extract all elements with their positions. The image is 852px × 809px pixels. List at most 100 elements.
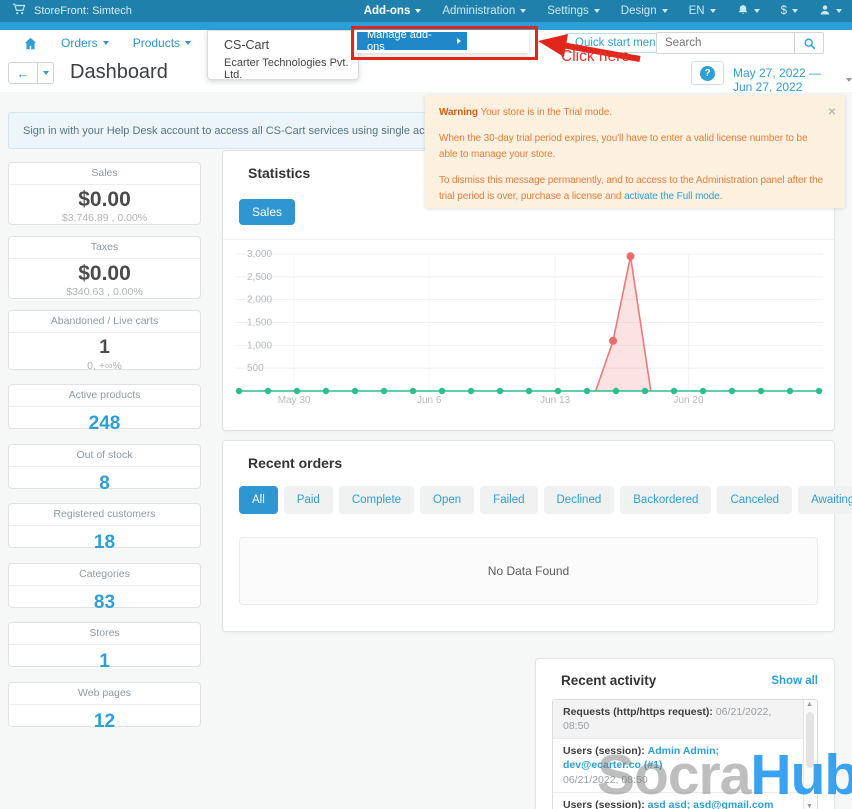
trial-warning-panel: × Warning Your store is in the Trial mod… — [425, 95, 845, 208]
menu-settings[interactable]: Settings — [547, 5, 600, 17]
tab-canceled[interactable]: Canceled — [717, 486, 793, 514]
tab-failed[interactable]: Failed — [480, 486, 538, 514]
nav-item-products[interactable]: Products — [133, 36, 192, 50]
svg-text:Jun 20: Jun 20 — [673, 395, 703, 406]
caret-down-icon — [836, 9, 842, 13]
stat-value: 18 — [93, 532, 116, 553]
sales-filter-button[interactable]: Sales — [239, 199, 296, 225]
addons-submenu-panel: Manage add-ons — [355, 29, 529, 53]
dropdown-item-cs-cart[interactable]: CS-Cart — [224, 38, 270, 52]
currency-dollar-icon: $ — [780, 5, 787, 17]
tab-open[interactable]: Open — [420, 486, 475, 514]
activity-list: Requests (http/https request): 06/21/202… — [552, 699, 818, 809]
back-button[interactable]: ← — [8, 62, 38, 84]
help-button[interactable]: ? — [691, 61, 724, 85]
caret-down-icon — [102, 41, 109, 45]
svg-text:1,000: 1,000 — [247, 340, 272, 351]
recent-orders-panel: Recent orders All Paid Complete Open Fai… — [222, 440, 852, 632]
stat-value: $0.00 — [78, 188, 131, 211]
storefront-switcher[interactable]: StoreFront: Simtech — [12, 0, 132, 22]
stat-value: 83 — [93, 592, 116, 613]
tab-backordered[interactable]: Backordered — [620, 486, 712, 514]
menu-language[interactable]: EN — [689, 5, 716, 17]
user-link[interactable]: asd asd; asd@gmail.com (#16) — [647, 799, 774, 809]
dropdown-item-ecarter[interactable]: Ecarter Technologies Pvt. Ltd. — [224, 57, 349, 81]
tab-paid[interactable]: Paid — [283, 486, 333, 514]
notifications-menu[interactable] — [737, 4, 760, 19]
stat-card-registered-customers[interactable]: Registered customers 18 — [8, 503, 201, 553]
menu-design[interactable]: Design — [621, 5, 668, 17]
cart-icon — [12, 2, 26, 21]
top-menu: Add-ons Administration Settings Design E… — [364, 0, 842, 22]
warning-para1: When the 30-day trial period expires, yo… — [439, 132, 808, 161]
back-history-button[interactable] — [38, 62, 54, 84]
scroll-down-icon[interactable]: ▼ — [806, 803, 813, 809]
stat-label: Categories — [9, 564, 200, 586]
activate-full-mode-link[interactable]: activate the Full mode — [624, 191, 720, 202]
stat-value: 12 — [93, 711, 116, 732]
search-button[interactable] — [794, 32, 824, 54]
show-all-link[interactable]: Show all — [771, 675, 818, 687]
caret-down-icon — [709, 9, 716, 13]
user-link[interactable]: Admin Admin; dev@ecarter.co (#1) — [563, 745, 719, 771]
svg-text:Jun 13: Jun 13 — [540, 395, 570, 406]
account-menu[interactable] — [819, 4, 842, 19]
annotation-arrow-icon — [538, 34, 641, 62]
currency-menu[interactable]: $ — [781, 5, 798, 17]
caret-down-icon — [42, 71, 49, 75]
stat-card-stores[interactable]: Stores 1 — [8, 622, 201, 672]
stat-card-categories[interactable]: Categories 83 — [8, 563, 201, 613]
stat-sub: $340.63 , 0.00% — [66, 286, 143, 298]
stat-card-active-products[interactable]: Active products 248 — [8, 384, 201, 434]
stat-card-taxes[interactable]: Taxes $0.00 $340.63 , 0.00% — [8, 236, 201, 299]
svg-text:Jun 6: Jun 6 — [417, 395, 442, 406]
tab-complete[interactable]: Complete — [338, 486, 415, 514]
recent-orders-title: Recent orders — [248, 455, 343, 471]
search-input[interactable] — [656, 32, 794, 54]
menu-addons[interactable]: Add-ons — [364, 5, 422, 17]
recent-activity-panel: Recent activity Show all Requests (http/… — [535, 658, 835, 809]
list-item: Users (session): asd asd; asd@gmail.com … — [553, 793, 817, 809]
dropdown-menu: CS-Cart Ecarter Technologies Pvt. Ltd. — [207, 30, 359, 81]
back-icon: ← — [16, 65, 30, 81]
caret-down-icon — [593, 9, 600, 13]
stat-label: Out of stock — [9, 445, 200, 467]
tab-all[interactable]: All — [239, 486, 278, 514]
svg-text:500: 500 — [247, 363, 264, 374]
scrollbar[interactable]: ▲ ▼ — [803, 700, 817, 809]
annotation-red-box — [351, 26, 538, 60]
stat-card-abandoned-carts[interactable]: Abandoned / Live carts 1 0, +∞% — [8, 310, 201, 372]
stat-sub: $3,746.89 , 0.00% — [61, 212, 148, 224]
scroll-up-icon[interactable]: ▲ — [806, 701, 813, 708]
nav-item-orders[interactable]: Orders — [61, 36, 109, 50]
caret-down-icon — [792, 9, 798, 13]
caret-down-icon — [753, 9, 760, 13]
home-button[interactable] — [24, 37, 37, 50]
stat-value: 248 — [88, 413, 121, 434]
stat-value: $0.00 — [78, 262, 131, 285]
menu-administration[interactable]: Administration — [442, 5, 527, 17]
svg-text:1,500: 1,500 — [247, 318, 272, 329]
page-header: ← Dashboard ? May 27, 2022 — Jun 27, 202… — [0, 56, 852, 94]
svg-text:2,000: 2,000 — [247, 295, 272, 306]
svg-text:3,000: 3,000 — [247, 249, 272, 260]
stat-card-web-pages[interactable]: Web pages 12 — [8, 682, 201, 732]
stat-card-sales[interactable]: Sales $0.00 $3,746.89 , 0.00% — [8, 162, 201, 225]
warning-intro: Warning Your store is in the Trial mode. — [439, 107, 612, 118]
stat-label: Web pages — [9, 683, 200, 705]
caret-down-icon — [520, 9, 527, 13]
date-range-picker[interactable]: May 27, 2022 — Jun 27, 2022 — [733, 66, 852, 94]
home-icon — [24, 37, 37, 49]
divider — [223, 239, 834, 240]
stat-label: Sales — [9, 163, 200, 185]
stat-card-out-of-stock[interactable]: Out of stock 8 — [8, 444, 201, 494]
stat-label: Abandoned / Live carts — [9, 311, 200, 333]
top-admin-bar: StoreFront: Simtech Add-ons Administrati… — [0, 0, 852, 22]
stat-value: 1 — [99, 337, 110, 358]
manage-addons-menu-item[interactable]: Manage add-ons — [357, 29, 467, 53]
close-icon[interactable]: × — [827, 103, 836, 119]
tab-awaiting-call[interactable]: Awaiting call — [798, 486, 852, 514]
tab-declined[interactable]: Declined — [543, 486, 615, 514]
scrollbar-thumb[interactable] — [806, 712, 814, 768]
